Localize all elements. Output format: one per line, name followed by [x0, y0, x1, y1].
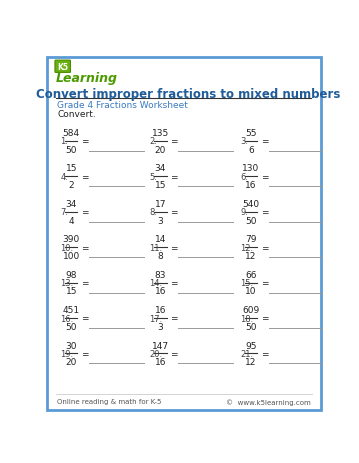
- Text: 609: 609: [242, 306, 260, 314]
- Text: 20: 20: [66, 357, 77, 367]
- Text: 12.: 12.: [240, 243, 253, 252]
- Text: 10.: 10.: [60, 243, 74, 252]
- Text: 451: 451: [63, 306, 80, 314]
- Text: =: =: [261, 243, 269, 252]
- Text: 20.: 20.: [149, 349, 163, 358]
- Text: 19.: 19.: [60, 349, 74, 358]
- Text: =: =: [261, 208, 269, 217]
- Text: 3: 3: [158, 322, 163, 331]
- Text: =: =: [81, 208, 89, 217]
- Text: 584: 584: [63, 129, 80, 138]
- Text: 34: 34: [155, 164, 166, 173]
- Text: 6.: 6.: [240, 172, 248, 181]
- Text: 8.: 8.: [149, 208, 158, 217]
- Text: 14: 14: [155, 235, 166, 244]
- Text: 12: 12: [245, 251, 257, 261]
- Text: =: =: [171, 349, 178, 358]
- Text: 4.: 4.: [60, 172, 68, 181]
- Text: Grade 4 Fractions Worksheet: Grade 4 Fractions Worksheet: [57, 101, 188, 110]
- Text: =: =: [171, 243, 178, 252]
- Text: 16: 16: [155, 357, 166, 367]
- Text: 17: 17: [155, 200, 166, 208]
- Text: =: =: [261, 314, 269, 323]
- Text: 16: 16: [155, 287, 166, 296]
- Text: 79: 79: [245, 235, 257, 244]
- Text: =: =: [261, 137, 269, 146]
- Text: 55: 55: [245, 129, 257, 138]
- Text: =: =: [81, 279, 89, 288]
- Text: Online reading & math for K-5: Online reading & math for K-5: [57, 398, 162, 404]
- FancyBboxPatch shape: [47, 58, 321, 410]
- Text: 7.: 7.: [60, 208, 68, 217]
- Text: 50: 50: [245, 322, 257, 331]
- Text: =: =: [171, 137, 178, 146]
- Text: 16: 16: [245, 181, 257, 190]
- Text: =: =: [261, 279, 269, 288]
- Text: 50: 50: [65, 322, 77, 331]
- Text: 95: 95: [245, 341, 257, 350]
- Text: 2: 2: [69, 181, 74, 190]
- Text: 18.: 18.: [240, 314, 253, 323]
- Text: 135: 135: [152, 129, 169, 138]
- Text: 9.: 9.: [240, 208, 248, 217]
- Text: =: =: [81, 314, 89, 323]
- Text: 50: 50: [245, 216, 257, 225]
- Text: Convert.: Convert.: [57, 109, 96, 119]
- Text: 1.: 1.: [60, 137, 68, 146]
- Text: 3.: 3.: [240, 137, 248, 146]
- Text: =: =: [81, 137, 89, 146]
- Text: 16: 16: [155, 306, 166, 314]
- Text: 4: 4: [69, 216, 74, 225]
- Text: 15.: 15.: [240, 279, 253, 288]
- Text: 3: 3: [158, 216, 163, 225]
- Text: =: =: [261, 349, 269, 358]
- Text: 15: 15: [65, 164, 77, 173]
- Text: 17.: 17.: [149, 314, 163, 323]
- Text: 15: 15: [65, 287, 77, 296]
- Text: 13.: 13.: [60, 279, 74, 288]
- Text: 66: 66: [245, 270, 257, 279]
- Text: =: =: [81, 243, 89, 252]
- Text: 30: 30: [65, 341, 77, 350]
- Text: 11.: 11.: [149, 243, 163, 252]
- Text: 21.: 21.: [240, 349, 253, 358]
- Text: K5: K5: [57, 63, 68, 72]
- Text: 100: 100: [62, 251, 80, 261]
- Text: 2.: 2.: [149, 137, 157, 146]
- Text: 16.: 16.: [60, 314, 74, 323]
- Text: Learning: Learning: [56, 72, 118, 85]
- Text: 8: 8: [158, 251, 163, 261]
- Text: 34: 34: [66, 200, 77, 208]
- Text: 10: 10: [245, 287, 257, 296]
- Text: 147: 147: [152, 341, 169, 350]
- Text: =: =: [171, 208, 178, 217]
- Text: =: =: [81, 172, 89, 181]
- Text: 15: 15: [155, 181, 166, 190]
- FancyBboxPatch shape: [55, 61, 70, 73]
- Text: 5.: 5.: [149, 172, 157, 181]
- Text: 50: 50: [65, 145, 77, 155]
- Text: Convert improper fractions to mixed numbers: Convert improper fractions to mixed numb…: [36, 88, 340, 100]
- Text: ©  www.k5learning.com: © www.k5learning.com: [226, 398, 311, 405]
- Text: 98: 98: [65, 270, 77, 279]
- Text: 14.: 14.: [149, 279, 163, 288]
- Text: 540: 540: [242, 200, 260, 208]
- Text: 6: 6: [248, 145, 254, 155]
- Text: 130: 130: [242, 164, 260, 173]
- Text: =: =: [261, 172, 269, 181]
- Text: =: =: [171, 279, 178, 288]
- Text: =: =: [171, 172, 178, 181]
- Text: =: =: [171, 314, 178, 323]
- Text: 390: 390: [62, 235, 80, 244]
- Text: 83: 83: [155, 270, 166, 279]
- Text: =: =: [81, 349, 89, 358]
- Text: 20: 20: [155, 145, 166, 155]
- Text: 12: 12: [245, 357, 257, 367]
